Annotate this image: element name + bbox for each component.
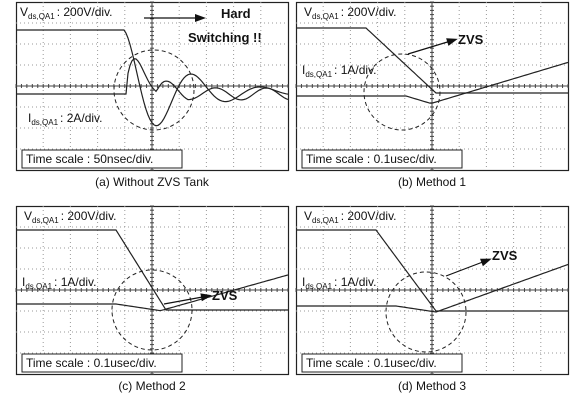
- subscript: ds,QA1: [25, 282, 52, 291]
- symbol: V: [304, 5, 312, 19]
- caption: (c) Method 2: [118, 379, 186, 393]
- symbol: V: [24, 209, 32, 223]
- subscript: ds,QA1: [32, 216, 59, 225]
- subscript: ds,QA1: [312, 12, 339, 21]
- scale: : 200V/div.: [341, 5, 397, 19]
- figure: Vds,QA1: 200V/div.Ids,QA1: 2A/div.Time s…: [0, 0, 571, 398]
- scale: : 200V/div.: [57, 5, 113, 19]
- subscript: ds,QA1: [31, 118, 58, 127]
- subscript: ds,QA1: [28, 12, 55, 21]
- time-scale: Time scale : 0.1usec/div.: [306, 152, 437, 166]
- annotation: ZVS: [458, 32, 484, 47]
- caption: (d) Method 3: [398, 379, 466, 393]
- scope-panel: Vds,QA1: 200V/div.Ids,QA1: 1A/div.Time s…: [16, 206, 289, 375]
- annotation: ZVS: [212, 288, 238, 303]
- subscript: ds,QA1: [312, 216, 339, 225]
- scale: : 1A/div.: [54, 275, 96, 289]
- scope-panel: Vds,QA1: 200V/div.Ids,QA1: 1A/div.Time s…: [296, 206, 569, 375]
- caption: (b) Method 1: [398, 175, 466, 189]
- time-scale: Time scale : 0.1usec/div.: [26, 356, 157, 370]
- time-scale: Time scale : 50nsec/div.: [26, 152, 153, 166]
- symbol: V: [304, 209, 312, 223]
- scope-panel: Vds,QA1: 200V/div.Ids,QA1: 2A/div.Time s…: [16, 2, 289, 171]
- annotation: Switching !!: [188, 30, 262, 45]
- scale: : 1A/div.: [334, 63, 376, 77]
- scale: : 200V/div.: [61, 209, 117, 223]
- annotation: ZVS: [492, 248, 518, 263]
- scale: : 1A/div.: [334, 275, 376, 289]
- scale: : 200V/div.: [341, 209, 397, 223]
- subscript: ds,QA1: [305, 70, 332, 79]
- symbol: V: [20, 5, 28, 19]
- time-scale: Time scale : 0.1usec/div.: [306, 356, 437, 370]
- annotation: Hard: [221, 6, 251, 21]
- scale: : 2A/div.: [60, 111, 102, 125]
- subscript: ds,QA1: [305, 282, 332, 291]
- scope-panel: Vds,QA1: 200V/div.Ids,QA1: 1A/div.Time s…: [296, 2, 569, 171]
- caption: (a) Without ZVS Tank: [95, 175, 210, 189]
